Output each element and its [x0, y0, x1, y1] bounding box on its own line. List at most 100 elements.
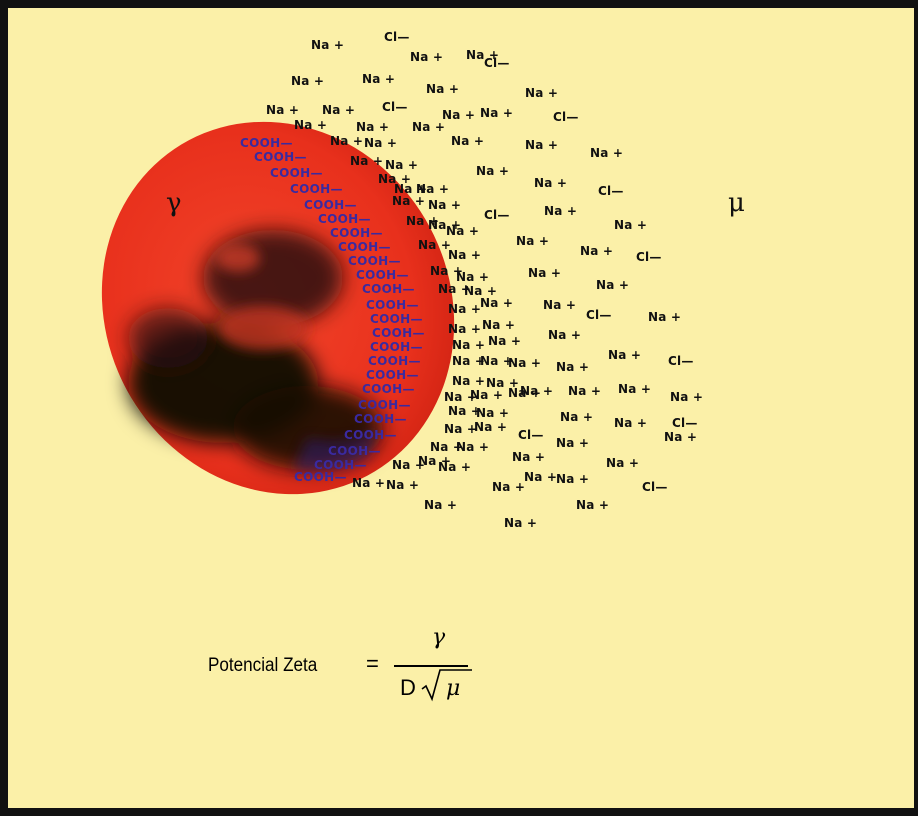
sodium-ion: Na +: [452, 354, 486, 368]
sodium-ion: Na +: [266, 103, 300, 117]
carboxyl-group: COOH—: [370, 340, 423, 354]
sodium-ion: Na +: [482, 318, 516, 332]
carboxyl-group: COOH—: [372, 326, 425, 340]
carboxyl-group: COOH—: [348, 254, 401, 268]
sodium-ion: Na +: [448, 302, 482, 316]
sodium-ion: Na +: [524, 470, 558, 484]
sodium-ion: Na +: [488, 334, 522, 348]
sodium-ion: Na +: [356, 120, 390, 134]
sodium-ion: Na +: [580, 244, 614, 258]
sodium-ion: Na +: [516, 234, 550, 248]
sodium-ion: Na +: [476, 164, 510, 178]
carboxyl-group: COOH—: [314, 458, 367, 472]
sodium-ion: Na +: [452, 338, 486, 352]
carboxyl-group: COOH—: [338, 240, 391, 254]
sodium-ion: Na +: [424, 498, 458, 512]
sodium-ion: Na +: [670, 390, 704, 404]
sodium-ion: Na +: [416, 182, 450, 196]
sodium-ion: Na +: [618, 382, 652, 396]
sodium-ion: Na +: [464, 284, 498, 298]
sodium-ion: Na +: [556, 360, 590, 374]
formula-numerator: γ: [432, 625, 446, 650]
carboxyl-group: COOH—: [240, 136, 293, 150]
sodium-ion: Na +: [486, 376, 520, 390]
sodium-ion: Na +: [525, 138, 559, 152]
sodium-ion: Na +: [428, 198, 462, 212]
sodium-ion: Na +: [568, 384, 602, 398]
sodium-ion: Na +: [528, 266, 562, 280]
sodium-ion: Na +: [418, 238, 452, 252]
chloride-ion: Cl—: [484, 208, 510, 222]
chloride-ion: Cl—: [382, 100, 408, 114]
sodium-ion: Na +: [590, 146, 624, 160]
sodium-ion: Na +: [576, 498, 610, 512]
sodium-ion: Na +: [614, 416, 648, 430]
sodium-ion: Na +: [452, 374, 486, 388]
carboxyl-group: COOH—: [294, 470, 347, 484]
sodium-ion: Na +: [418, 454, 452, 468]
carboxyl-group: COOH—: [290, 182, 343, 196]
gamma-symbol: γ: [166, 188, 182, 218]
sodium-ion: Na +: [608, 348, 642, 362]
sodium-ion: Na +: [466, 48, 500, 62]
sodium-ion: Na +: [438, 282, 472, 296]
sodium-ion: Na +: [394, 182, 428, 196]
sodium-ion: Na +: [560, 410, 594, 424]
sodium-ion: Na +: [508, 356, 542, 370]
carboxyl-group: COOH—: [358, 398, 411, 412]
carboxyl-group: COOH—: [344, 428, 397, 442]
sodium-ion: Na +: [596, 278, 630, 292]
sodium-ion: Na +: [322, 103, 356, 117]
sodium-ion: Na +: [430, 264, 464, 278]
carboxyl-group: COOH—: [318, 212, 371, 226]
sodium-ion: Na +: [544, 204, 578, 218]
carboxyl-group: COOH—: [366, 298, 419, 312]
sodium-ion: Na +: [648, 310, 682, 324]
sodium-ion: Na +: [386, 478, 420, 492]
sodium-ion: Na +: [543, 298, 577, 312]
sodium-ion: Na +: [410, 50, 444, 64]
sodium-ion: Na +: [444, 422, 478, 436]
carboxyl-group: COOH—: [370, 312, 423, 326]
chloride-ion: Cl—: [518, 428, 544, 442]
sodium-ion: Na +: [330, 134, 364, 148]
sodium-ion: Na +: [474, 420, 508, 434]
fraction-bar: [394, 665, 468, 667]
sodium-ion: Na +: [664, 430, 698, 444]
sodium-ion: Na +: [352, 476, 386, 490]
sodium-ion: Na +: [534, 176, 568, 190]
sodium-ion: Na +: [446, 224, 480, 238]
sodium-ion: Na +: [350, 154, 384, 168]
sodium-ion: Na +: [520, 384, 554, 398]
chloride-ion: Cl—: [672, 416, 698, 430]
sodium-ion: Na +: [448, 322, 482, 336]
sodium-ion: Na +: [556, 436, 590, 450]
chloride-ion: Cl—: [384, 30, 410, 44]
sodium-ion: Na +: [392, 458, 426, 472]
mu-symbol: μ: [728, 188, 745, 218]
formula-label: Potencial Zeta: [208, 655, 318, 676]
sodium-ion: Na +: [451, 134, 485, 148]
sodium-ion: Na +: [364, 136, 398, 150]
sodium-ion: Na +: [362, 72, 396, 86]
sodium-ion: Na +: [525, 86, 559, 100]
red-blood-cell-illustration: [101, 121, 455, 495]
carboxyl-group: COOH—: [330, 226, 383, 240]
sodium-ion: Na +: [548, 328, 582, 342]
carboxyl-group: COOH—: [362, 382, 415, 396]
sodium-ion: Na +: [444, 390, 478, 404]
sodium-ion: Na +: [406, 214, 440, 228]
chloride-ion: Cl—: [642, 480, 668, 494]
formula-denominator-root: μ: [446, 676, 460, 701]
sodium-ion: Na +: [492, 480, 526, 494]
carboxyl-group: COOH—: [328, 444, 381, 458]
sodium-ion: Na +: [378, 172, 412, 186]
formula-equals: =: [366, 651, 379, 676]
chloride-ion: Cl—: [484, 56, 510, 70]
sodium-ion: Na +: [606, 456, 640, 470]
sodium-ion: Na +: [480, 354, 514, 368]
carboxyl-group: COOH—: [368, 354, 421, 368]
sodium-ion: Na +: [442, 108, 476, 122]
sodium-ion: Na +: [470, 388, 504, 402]
